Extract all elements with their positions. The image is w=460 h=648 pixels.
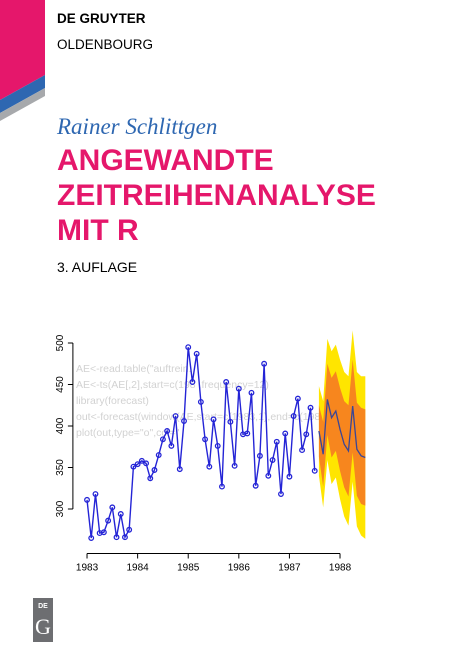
- point: [147, 475, 154, 482]
- point: [151, 467, 158, 473]
- edition: 3. AUFLAGE: [57, 259, 137, 275]
- point: [126, 526, 133, 533]
- corner-band: [0, 0, 45, 100]
- point: [235, 385, 242, 392]
- x-tick-label: 1983: [76, 563, 99, 574]
- point: [197, 398, 204, 405]
- point: [278, 491, 284, 498]
- logo-box: [33, 598, 53, 642]
- y-tick-label: 450: [55, 376, 66, 393]
- point: [159, 436, 166, 443]
- point: [100, 529, 107, 536]
- logo-text: DE: [38, 603, 48, 610]
- title-line: ZEITREIHENANALYSE: [57, 179, 376, 212]
- title-line: MIT R: [57, 214, 139, 247]
- point: [168, 442, 175, 449]
- x-tick-label: 1984: [126, 563, 149, 574]
- point: [105, 517, 112, 524]
- point: [109, 504, 116, 511]
- point: [84, 496, 90, 503]
- point: [231, 462, 238, 469]
- corner-stripe: [0, 88, 45, 121]
- series-line: [86, 347, 316, 540]
- x-tick-label: 1986: [228, 563, 251, 574]
- point: [303, 431, 310, 438]
- corner-stripe: [0, 75, 45, 113]
- point: [202, 436, 209, 443]
- point: [214, 442, 221, 449]
- point: [193, 350, 200, 357]
- point: [134, 461, 141, 468]
- point: [256, 452, 263, 459]
- point: [130, 463, 137, 470]
- point: [210, 416, 217, 423]
- publisher: DE GRUYTER: [57, 11, 146, 26]
- point: [92, 491, 99, 498]
- y-tick-label: 400: [55, 417, 66, 434]
- title-line: ANGEWANDTE: [57, 144, 274, 177]
- code-line: out<-forecast(window(AE,start=c(1983,1),…: [76, 411, 341, 423]
- point: [269, 457, 276, 463]
- point: [176, 466, 183, 473]
- point: [286, 473, 293, 480]
- point: [185, 344, 192, 351]
- code-line: AE<-read.table("auftrein.: [76, 363, 192, 375]
- chart: AE<-read.table("auftrein. AE<-ts(AE[,2],s…: [55, 330, 366, 574]
- code-line: AE<-ts(AE[,2],start=c(198 ,frequency=12): [76, 379, 269, 391]
- point: [248, 389, 255, 396]
- point: [294, 395, 301, 402]
- y-tick-label: 500: [55, 334, 66, 351]
- point: [282, 430, 289, 437]
- y-tick-label: 300: [55, 500, 66, 517]
- point: [122, 534, 128, 541]
- point: [290, 413, 297, 419]
- code-line: library(forecast): [76, 395, 149, 407]
- point: [113, 534, 120, 541]
- point: [88, 535, 95, 541]
- x-tick-label: 1985: [177, 563, 200, 574]
- logo-text: G: [35, 614, 51, 639]
- x-tick-label: 1988: [329, 563, 352, 574]
- point: [307, 404, 314, 411]
- point: [252, 482, 259, 489]
- point: [273, 438, 280, 445]
- point: [155, 452, 162, 458]
- point: [143, 460, 150, 467]
- point: [244, 430, 251, 437]
- point: [227, 418, 234, 425]
- point: [265, 472, 272, 479]
- point: [299, 447, 306, 454]
- point: [219, 483, 225, 490]
- point: [311, 467, 318, 474]
- point: [172, 413, 179, 419]
- point: [181, 418, 187, 424]
- x-tick-label: 1987: [278, 563, 301, 574]
- band-80: [318, 359, 366, 506]
- point: [189, 379, 196, 385]
- code-line: plot(out,type="o",col=": [76, 427, 180, 439]
- author: Rainer Schlittgen: [56, 114, 217, 139]
- point: [206, 463, 213, 470]
- point: [223, 379, 230, 385]
- point: [138, 457, 145, 464]
- forecast-line: [318, 399, 366, 459]
- point: [164, 428, 171, 434]
- y-tick-label: 350: [55, 459, 66, 476]
- point: [117, 511, 124, 517]
- point: [261, 360, 268, 367]
- imprint: OLDENBOURG: [57, 37, 153, 52]
